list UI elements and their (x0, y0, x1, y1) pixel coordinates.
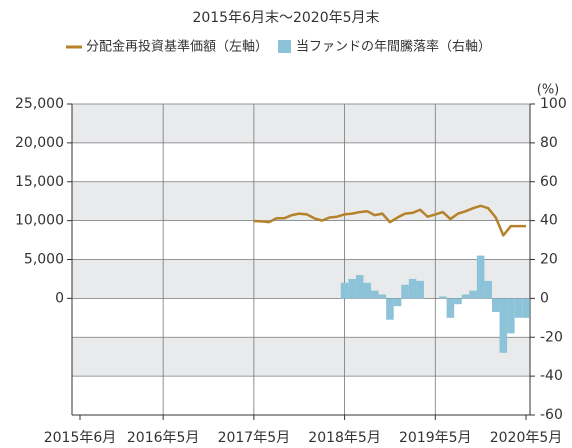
bar (340, 282, 349, 299)
bar (386, 298, 394, 320)
y-tick-label: 15,000 (15, 174, 64, 190)
bar (499, 298, 508, 353)
x-tick-label: 2018年5月 (308, 430, 381, 446)
bar (446, 298, 455, 318)
y2-tick-label: 80 (540, 135, 558, 151)
line (253, 204, 526, 237)
bar (416, 280, 424, 299)
band (72, 104, 530, 143)
y-tick-label: 5,000 (24, 252, 64, 268)
x-tick-label: 2017年5月 (218, 430, 291, 446)
y2-tick-label: -60 (540, 407, 563, 423)
y2-tick-label: -20 (540, 329, 563, 345)
y-tick-label: 25,000 (15, 96, 64, 112)
bar (522, 298, 530, 318)
bar (378, 294, 387, 299)
bar (507, 298, 515, 334)
bar (454, 298, 462, 305)
bar (371, 290, 379, 299)
y2-tick-label: 20 (540, 252, 558, 268)
y-tick-label: 0 (55, 290, 64, 306)
legend-label: 分配金再投資基準価額（左軸） (86, 39, 268, 55)
bar (484, 280, 492, 299)
x-tick-label: 2020年5月 (490, 430, 563, 446)
bar (393, 298, 402, 307)
bar (439, 296, 447, 299)
y2-tick-label: -40 (540, 368, 563, 384)
x-tick-label: 2015年6月 (44, 430, 117, 446)
chart-title: 2015年6月末〜2020年5月末 (192, 10, 379, 26)
bar (461, 294, 470, 299)
band (72, 259, 530, 299)
y2-tick-label: 60 (540, 174, 558, 190)
y-tick-label: 20,000 (15, 135, 64, 151)
bar (363, 282, 372, 299)
y-tick-label: 10,000 (15, 213, 64, 229)
y2-unit: (%) (537, 83, 560, 98)
y2-tick-label: 40 (540, 213, 558, 229)
bar (355, 275, 364, 299)
bar (348, 278, 356, 299)
bar (491, 298, 500, 312)
band (72, 337, 530, 377)
bar (401, 284, 409, 299)
y2-tick-label: 0 (540, 290, 549, 306)
x-tick-label: 2016年5月 (127, 430, 200, 446)
bar (469, 290, 477, 299)
bar (514, 298, 523, 318)
legend-swatch (278, 40, 292, 53)
bar (476, 255, 485, 299)
bar (408, 278, 417, 299)
legend-label: 当ファンドの年間騰落率（右軸） (296, 39, 491, 55)
y2-tick-label: 100 (540, 96, 567, 112)
x-tick-label: 2019年5月 (399, 430, 472, 446)
